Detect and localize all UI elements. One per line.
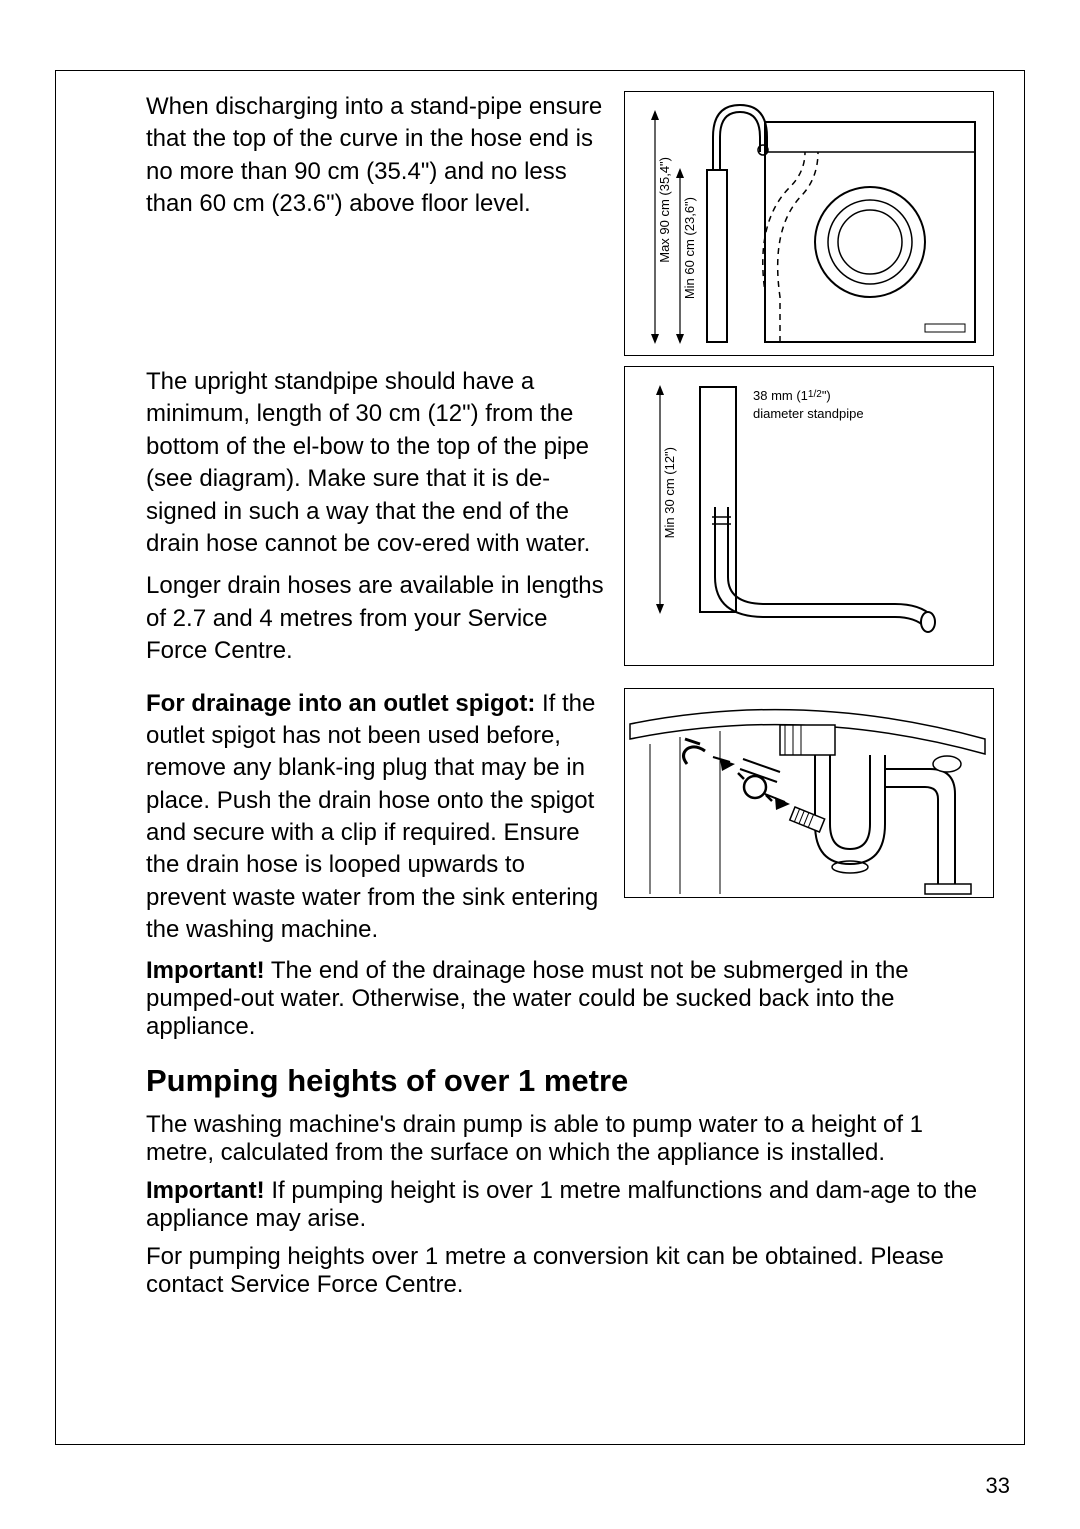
diagram1-max-label: Max 90 cm (35,4") — [657, 157, 672, 263]
pump-important-label: Important! — [146, 1177, 265, 1204]
pump-important: Important! If pumping height is over 1 m… — [146, 1177, 994, 1233]
section1-text: When discharging into a stand-pipe ensur… — [146, 91, 604, 231]
diagram2-pipe-label: 38 mm (11/2") diameter standpipe — [753, 387, 864, 423]
diagram3-col — [624, 688, 994, 898]
section2-text: The upright standpipe should have a mini… — [146, 366, 604, 678]
page-number: 33 — [986, 1473, 1010, 1499]
section-standpipe-height: When discharging into a stand-pipe ensur… — [146, 91, 994, 356]
important1: Important! The end of the drainage hose … — [146, 957, 994, 1041]
section3-p1: For drainage into an outlet spigot: If t… — [146, 688, 604, 947]
pump-p2: For pumping heights over 1 metre a conve… — [146, 1243, 994, 1299]
section-standpipe-length: The upright standpipe should have a mini… — [146, 366, 994, 678]
pump-p1: The washing machine's drain pump is able… — [146, 1111, 994, 1167]
section3-body: If the outlet spigot has not been used b… — [146, 690, 598, 944]
diagram2-col: Min 30 cm (12") 38 mm (11/2") diameter s… — [624, 366, 994, 666]
diagram1-col: Max 90 cm (35,4") Min 60 cm (23,6") — [624, 91, 994, 356]
section2-p1: The upright standpipe should have a mini… — [146, 366, 604, 560]
pump-important-text: If pumping height is over 1 metre malfun… — [146, 1177, 977, 1232]
section1-p1: When discharging into a stand-pipe ensur… — [146, 91, 604, 221]
important1-label: Important! — [146, 957, 265, 984]
section3-text: For drainage into an outlet spigot: If t… — [146, 688, 604, 957]
diagram-sink-trap — [624, 688, 994, 898]
heading-pumping: Pumping heights of over 1 metre — [146, 1063, 994, 1099]
diagram-standpipe: Min 30 cm (12") 38 mm (11/2") diameter s… — [624, 366, 994, 666]
section2-p2: Longer drain hoses are available in leng… — [146, 570, 604, 667]
diagram1-min-label: Min 60 cm (23,6") — [682, 197, 697, 299]
diagram2-min-label: Min 30 cm (12") — [662, 447, 677, 538]
section-spigot: For drainage into an outlet spigot: If t… — [146, 688, 994, 957]
diagram-washer: Max 90 cm (35,4") Min 60 cm (23,6") — [624, 91, 994, 356]
section3-bold-lead: For drainage into an outlet spigot: — [146, 690, 535, 717]
page-frame: When discharging into a stand-pipe ensur… — [55, 70, 1025, 1445]
